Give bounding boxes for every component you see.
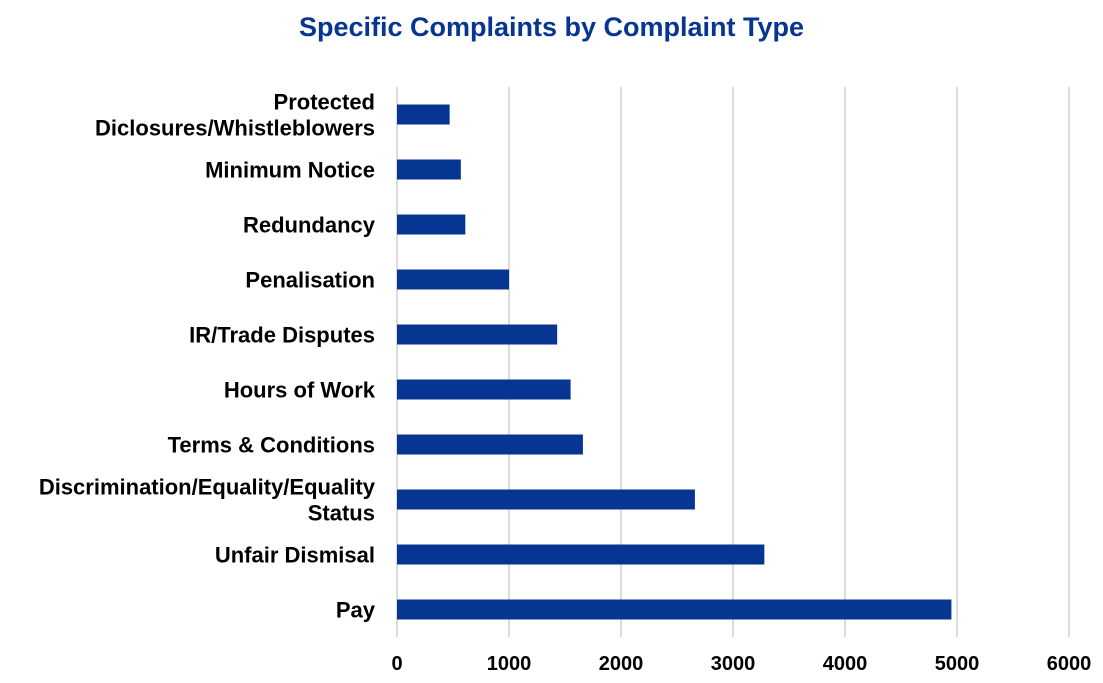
category-label-line: Redundancy (243, 213, 376, 238)
x-tick-label: 1000 (487, 653, 532, 675)
category-label-line: Unfair Dismisal (215, 543, 375, 568)
category-label: Terms & Conditions (168, 433, 375, 458)
bar (397, 159, 461, 180)
category-label: Protected Diclosures/Whistleblowers (95, 90, 375, 141)
x-axis-tick-labels: 0 1000 2000 3000 4000 5000 6000 (391, 653, 1091, 675)
bar (397, 324, 558, 345)
category-label: Penalisation (245, 268, 375, 293)
bar (397, 379, 571, 400)
x-tick-label: 3000 (711, 653, 756, 675)
category-label: Minimum Notice (205, 158, 375, 183)
category-label-line: Terms & Conditions (168, 433, 375, 458)
category-label-line: Protected (274, 90, 375, 115)
category-labels: Protected Diclosures/Whistleblowers Minimu… (39, 90, 376, 623)
category-label-line: Penalisation (245, 268, 375, 293)
category-label-line: Hours of Work (224, 378, 376, 403)
category-label: Discrimination/Equality/Equality Status (39, 475, 376, 526)
x-tick-label: 0 (391, 653, 402, 675)
category-label-line: Minimum Notice (205, 158, 375, 183)
category-label: Redundancy (243, 213, 376, 238)
bar (397, 599, 952, 620)
category-label-line: IR/Trade Disputes (189, 323, 375, 348)
category-label-line: Diclosures/Whistleblowers (95, 116, 375, 141)
bar (397, 214, 466, 235)
x-tick-label: 5000 (935, 653, 980, 675)
category-label: IR/Trade Disputes (189, 323, 375, 348)
bars (397, 104, 952, 620)
x-tick-label: 4000 (823, 653, 868, 675)
category-label-line: Pay (336, 598, 376, 623)
bar (397, 544, 765, 565)
bar (397, 434, 583, 455)
x-tick-label: 6000 (1047, 653, 1092, 675)
x-tick-label: 2000 (599, 653, 644, 675)
chart-title: Specific Complaints by Complaint Type (298, 12, 805, 42)
category-label-line: Status (308, 501, 375, 526)
bar (397, 269, 509, 290)
category-label: Pay (336, 598, 376, 623)
category-label: Hours of Work (224, 378, 376, 403)
bar (397, 489, 695, 510)
category-label-line: Discrimination/Equality/Equality (39, 475, 376, 500)
bar (397, 104, 450, 125)
category-label: Unfair Dismisal (215, 543, 375, 568)
